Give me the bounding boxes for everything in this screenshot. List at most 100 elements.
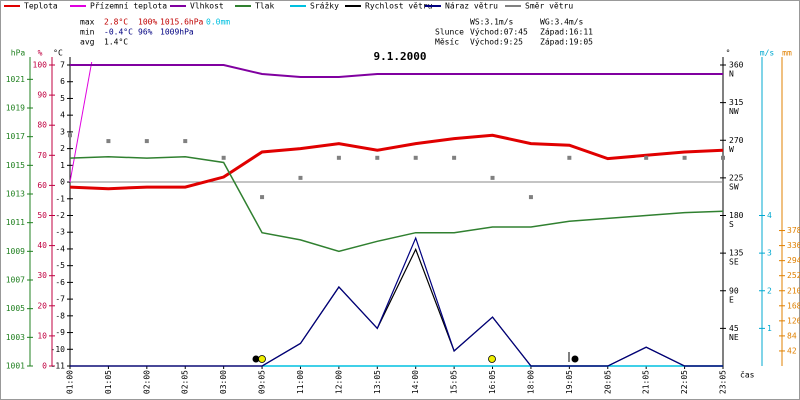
- stat: 96%: [138, 28, 153, 37]
- direction-point: [644, 155, 649, 160]
- legend-label: Rychlost větru: [365, 2, 433, 11]
- y-tick-label: 7: [60, 61, 65, 70]
- y-tick-name: S: [729, 220, 734, 229]
- y-tick-label: 1001: [6, 362, 25, 371]
- x-tick-label: 21:05: [642, 370, 651, 394]
- y-tick-label: -8: [55, 311, 65, 320]
- y-tick-label: 2: [767, 286, 772, 295]
- series-line: [69, 155, 724, 253]
- y-tick-label: -11: [51, 362, 66, 371]
- stat: 1.4°C: [104, 38, 128, 47]
- y-tick-name: SE: [729, 258, 739, 267]
- direction-point: [68, 133, 72, 138]
- x-tick-label: 03:00: [219, 370, 228, 394]
- y-tick-label: 45: [729, 324, 739, 333]
- y-tick-label: -10: [51, 345, 66, 354]
- y-tick-label: 1003: [6, 333, 25, 342]
- series-line: [69, 62, 93, 183]
- legend-label: Teplota: [24, 2, 58, 11]
- y-tick-label: 42: [787, 346, 797, 355]
- stat: WS:3.1m/s: [470, 18, 514, 27]
- legend-label: Náraz větru: [445, 2, 498, 11]
- direction-point: [567, 155, 572, 160]
- direction-point: [183, 139, 188, 144]
- stat: min: [80, 28, 95, 37]
- y-tick-label: -4: [55, 244, 65, 253]
- legend-label: Směr větru: [525, 2, 573, 11]
- legend-label: Přízemní teplota: [90, 2, 167, 11]
- y-tick-label: 84: [787, 331, 797, 340]
- stat: 2.8°C: [104, 18, 128, 27]
- y-tick-label: 210: [787, 286, 800, 295]
- x-tick-label: 11:00: [296, 370, 305, 394]
- y-tick-label: 252: [787, 271, 800, 280]
- y-tick-label: 315: [729, 98, 744, 107]
- x-tick-label: 23:05: [719, 370, 728, 394]
- y-tick-label: 20: [37, 301, 47, 310]
- y-tick-label: 1021: [6, 75, 25, 84]
- x-tick-label: 22:05: [680, 370, 689, 394]
- x-tick-label: 15:05: [450, 370, 459, 394]
- stat: 1009hPa: [160, 28, 194, 37]
- series-line: [70, 236, 723, 367]
- y-tick-label: 1005: [6, 304, 25, 313]
- y-tick-label: -6: [55, 278, 65, 287]
- y-tick-label: 4: [60, 111, 65, 120]
- direction-point: [682, 155, 687, 160]
- x-tick-label: 01:05: [104, 370, 113, 394]
- direction-point: [721, 155, 725, 160]
- y-tick-name: N: [729, 70, 734, 79]
- stat: 100%: [138, 18, 157, 27]
- direction-point: [413, 155, 418, 160]
- y-tick-label: 294: [787, 256, 800, 265]
- y-tick-label: 2: [60, 144, 65, 153]
- stat: avg: [80, 38, 95, 47]
- y-tick-label: -7: [55, 295, 65, 304]
- direction-point: [375, 155, 380, 160]
- stat: Východ:9:25: [470, 38, 523, 47]
- y-tick-label: 1013: [6, 190, 25, 199]
- direction-point: [298, 175, 303, 180]
- y-tick-label: 135: [729, 249, 744, 258]
- y-tick-label: 1017: [6, 132, 25, 141]
- y-tick-label: 3: [60, 127, 65, 136]
- y-tick-label: 1015: [6, 161, 25, 170]
- x-tick-label: 16:05: [488, 370, 497, 394]
- direction-point: [260, 195, 265, 200]
- sun-moon-icons: [252, 352, 579, 363]
- y-tick-name: NE: [729, 333, 739, 342]
- y-tick-label: 70: [37, 151, 47, 160]
- y-tick-label: -1: [55, 194, 65, 203]
- direction-point: [452, 155, 457, 160]
- y-tick-label: 90: [729, 286, 739, 295]
- direction-point: [528, 195, 533, 200]
- series-line: [69, 133, 724, 191]
- axis-unit: °C: [53, 49, 63, 58]
- y-tick-label: 360: [729, 61, 744, 70]
- y-tick-label: -5: [55, 261, 65, 270]
- y-tick-name: E: [729, 295, 734, 304]
- direction-point: [490, 175, 495, 180]
- x-tick-label: 20:05: [603, 370, 612, 394]
- y-tick-label: 40: [37, 241, 47, 250]
- stat: -0.4°C: [104, 28, 133, 37]
- y-tick-label: 100: [33, 61, 48, 70]
- direction-point: [336, 155, 341, 160]
- x-tick-label: 12:00: [334, 370, 343, 394]
- direction-point: [106, 139, 111, 144]
- y-tick-label: 10: [37, 331, 47, 340]
- x-tick-label: 19:05: [565, 370, 574, 394]
- y-tick-name: NW: [729, 107, 739, 116]
- y-tick-name: SW: [729, 182, 739, 191]
- y-tick-label: 1007: [6, 276, 25, 285]
- direction-point: [144, 139, 149, 144]
- y-tick-label: 378: [787, 226, 800, 235]
- x-tick-label: 02:05: [181, 370, 190, 394]
- x-tick-label: 09:05: [258, 370, 267, 394]
- x-tick-label: 13:05: [373, 370, 382, 394]
- y-tick-name: W: [729, 145, 734, 154]
- y-tick-label: 50: [37, 211, 47, 220]
- axis-unit: %: [38, 49, 43, 58]
- stat: 0.0mm: [206, 18, 230, 27]
- y-tick-label: 3: [767, 249, 772, 258]
